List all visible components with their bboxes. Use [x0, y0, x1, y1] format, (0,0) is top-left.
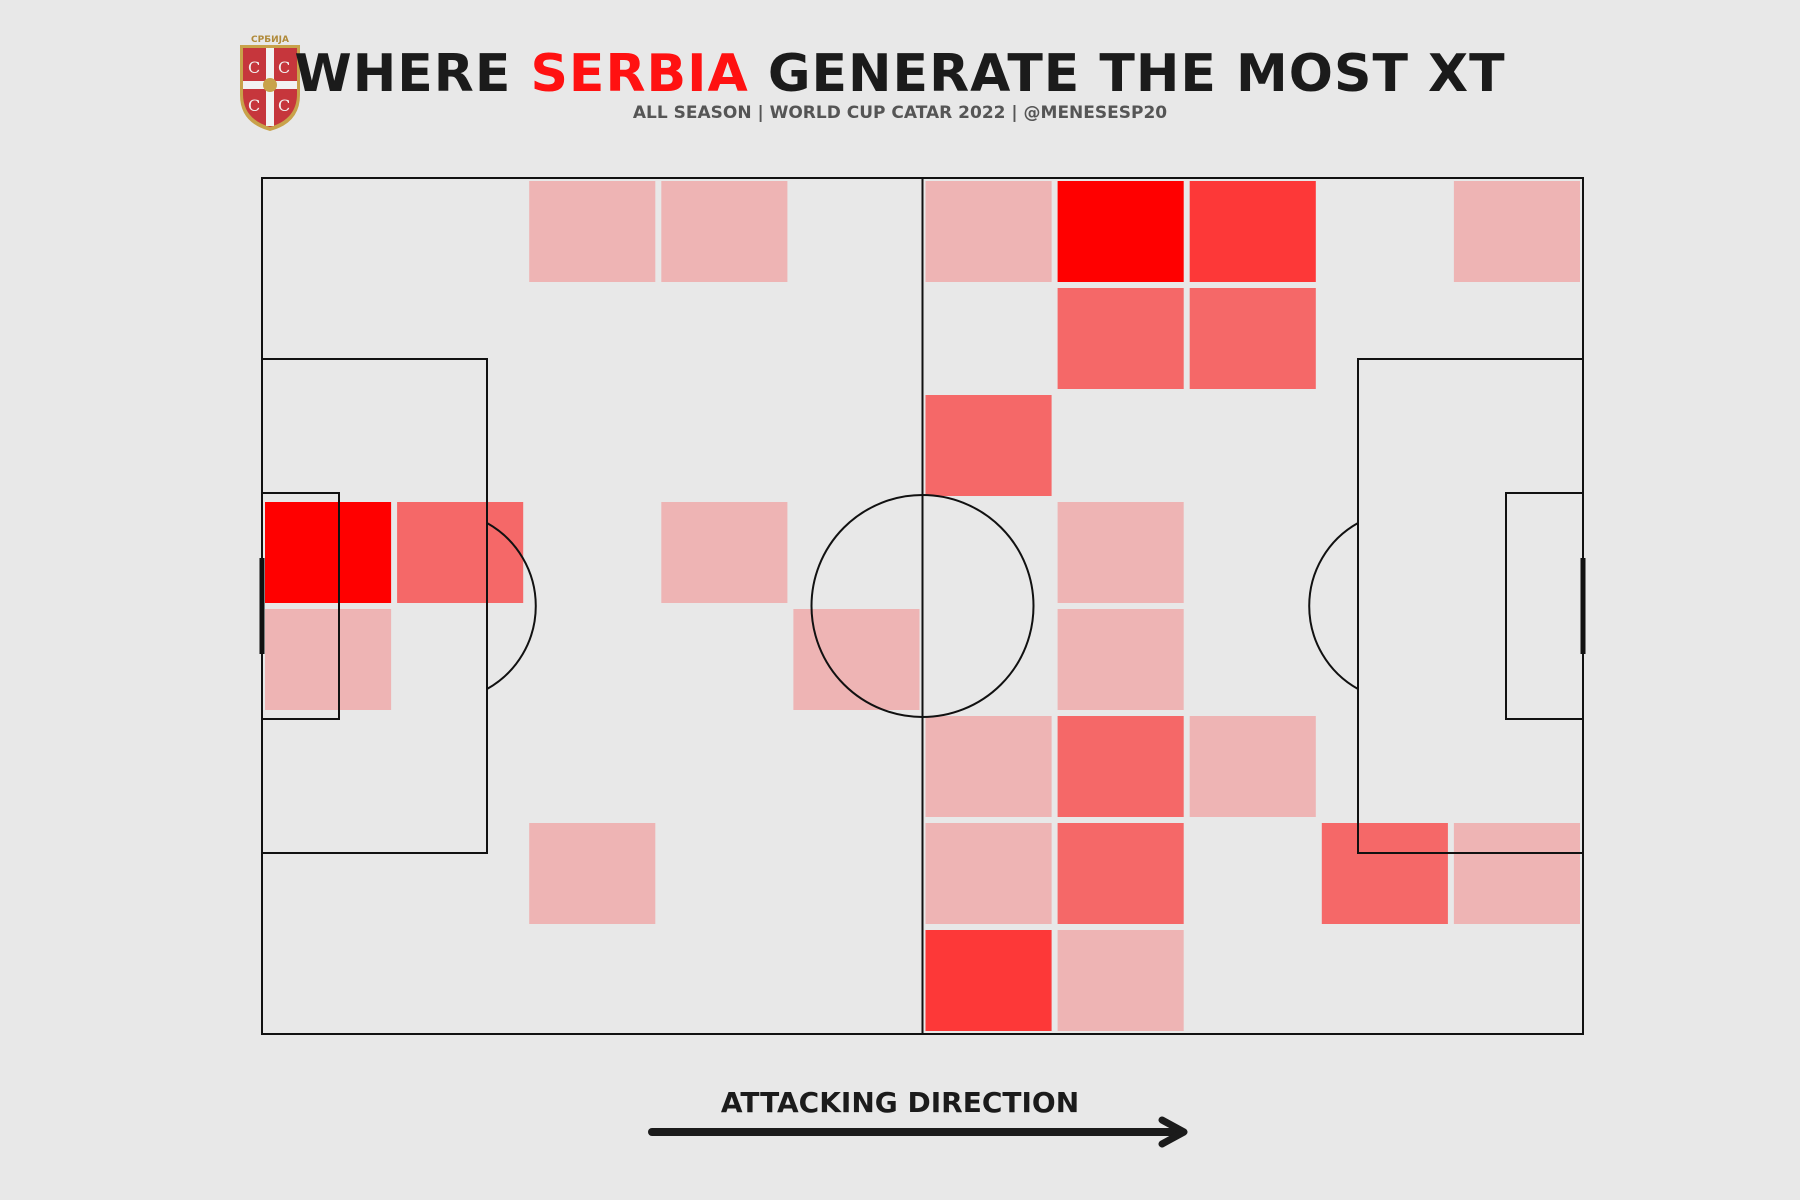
heatmap-cell-c7-r1 — [1189, 288, 1316, 389]
svg-text:C: C — [248, 96, 260, 115]
heatmap-cell-c9-r6 — [1453, 823, 1580, 924]
left-penalty-area — [261, 358, 488, 854]
heatmap-cell-c2-r0 — [529, 181, 656, 282]
heatmap-cell-c5-r2 — [925, 395, 1052, 496]
crest-text: СРБИЈА — [251, 35, 289, 45]
title-suffix: GENERATE THE MOST XT — [748, 44, 1506, 104]
heatmap-cell-c5-r0 — [925, 181, 1052, 282]
heatmap-cell-c9-r0 — [1453, 181, 1580, 282]
left-penalty-arc — [486, 522, 537, 690]
heatmap-cell-c3-r0 — [661, 181, 788, 282]
heatmap-cells — [265, 181, 1580, 1031]
heatmap-cell-c0-r3 — [265, 502, 392, 603]
right-penalty-arc — [1308, 522, 1359, 690]
heatmap-cell-c2-r6 — [529, 823, 656, 924]
center-circle — [810, 494, 1035, 718]
heatmap-cell-c6-r4 — [1057, 609, 1184, 710]
heatmap-cell-c6-r5 — [1057, 716, 1184, 817]
title-team: SERBIA — [530, 44, 749, 104]
heatmap-cell-c7-r5 — [1189, 716, 1316, 817]
heatmap-cell-c6-r3 — [1057, 502, 1184, 603]
heatmap-cell-c5-r7 — [925, 930, 1052, 1031]
pitch-lines — [259, 177, 1586, 1035]
title-prefix: WHERE — [294, 44, 531, 104]
heatmap-cell-c7-r0 — [1189, 181, 1316, 282]
heatmap-cell-c8-r6 — [1321, 823, 1448, 924]
heatmap-cell-c5-r5 — [925, 716, 1052, 817]
heatmap-cell-c1-r3 — [397, 502, 524, 603]
heatmap-cell-c6-r0 — [1057, 181, 1184, 282]
svg-text:C: C — [248, 58, 260, 77]
heatmap-cell-c3-r3 — [661, 502, 788, 603]
attacking-direction-label: ATTACKING DIRECTION — [720, 1086, 1080, 1119]
heatmap-cell-c5-r6 — [925, 823, 1052, 924]
serbia-crest-icon: C C C C СРБИЈА — [240, 35, 300, 131]
heatmap-cell-c6-r6 — [1057, 823, 1184, 924]
chart-subtitle: ALL SEASON | WORLD CUP CATAR 2022 | @MEN… — [632, 103, 1168, 123]
heatmap-cell-c6-r1 — [1057, 288, 1184, 389]
svg-text:C: C — [278, 58, 290, 77]
arrow-right-icon — [648, 1116, 1188, 1148]
right-penalty-area — [1357, 358, 1584, 854]
chart-title: WHERE SERBIA GENERATE THE MOST XT — [0, 44, 1800, 104]
heatmap-cell-c6-r7 — [1057, 930, 1184, 1031]
heatmap-cell-c4-r4 — [793, 609, 920, 710]
heatmap-cell-c0-r4 — [265, 609, 392, 710]
right-six-yard-box — [1505, 492, 1584, 720]
svg-text:C: C — [278, 96, 290, 115]
